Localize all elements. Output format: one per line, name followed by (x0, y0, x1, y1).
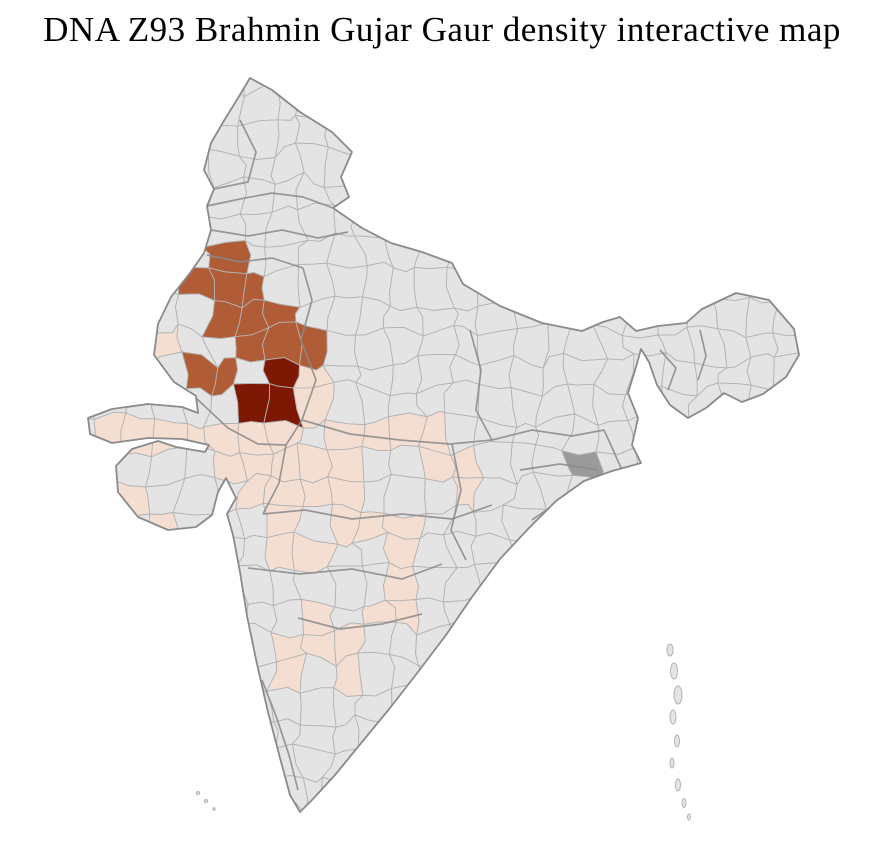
island[interactable] (669, 709, 677, 725)
state-border (262, 504, 493, 520)
district-cell[interactable] (299, 476, 333, 508)
island[interactable] (670, 662, 678, 680)
district-cell[interactable] (267, 775, 309, 815)
island[interactable] (204, 799, 208, 803)
district-cell[interactable] (322, 330, 359, 367)
island[interactable] (666, 643, 674, 657)
island[interactable] (681, 798, 687, 808)
district-cell[interactable] (119, 412, 156, 458)
island[interactable] (196, 791, 200, 795)
state-border (206, 254, 304, 269)
island[interactable] (675, 778, 681, 792)
district-cell[interactable] (326, 445, 365, 483)
state-border (491, 429, 605, 441)
district-cell[interactable] (205, 531, 246, 579)
state-border (210, 229, 349, 239)
district-cell[interactable] (745, 332, 779, 358)
district-cell[interactable] (233, 383, 270, 424)
india-outline (87, 77, 800, 813)
district-cell[interactable] (749, 271, 787, 304)
district-cell[interactable] (474, 562, 518, 600)
district-cell[interactable] (686, 296, 719, 330)
district-cell[interactable] (237, 119, 280, 160)
state-border (301, 419, 493, 445)
district-cell[interactable] (418, 664, 454, 697)
state-border (519, 463, 599, 471)
state-border (206, 192, 334, 209)
district-cell[interactable] (145, 262, 180, 295)
state-border (261, 679, 299, 791)
district-cell[interactable] (264, 531, 296, 572)
state-border (469, 329, 493, 441)
state-border (297, 613, 423, 630)
district-cell[interactable] (115, 452, 152, 488)
state-border (247, 563, 443, 580)
state-border (659, 349, 677, 391)
district-cell[interactable] (57, 384, 99, 421)
state-border (603, 429, 623, 471)
district-cell[interactable] (772, 332, 811, 358)
district-cell[interactable] (509, 539, 540, 578)
district-cell[interactable] (151, 291, 180, 334)
district-cell[interactable] (476, 264, 517, 307)
state-border (195, 397, 287, 446)
district-cell[interactable] (772, 298, 810, 337)
district-cell[interactable] (717, 382, 752, 422)
district-cell[interactable] (114, 509, 151, 540)
map-title: DNA Z93 Brahmin Gujar Gaur density inter… (43, 10, 841, 49)
state-border (285, 267, 317, 446)
district-cell[interactable] (145, 351, 189, 390)
state-border (697, 329, 707, 381)
district-cell[interactable] (205, 603, 249, 636)
island[interactable] (669, 757, 675, 769)
district-cell[interactable] (627, 414, 664, 451)
island[interactable] (212, 807, 216, 811)
district-cell[interactable] (449, 621, 487, 666)
district-cell[interactable] (114, 480, 151, 518)
district-cell[interactable] (383, 473, 427, 519)
district-cell[interactable] (172, 242, 211, 269)
district-cell[interactable] (389, 266, 418, 311)
district-cell[interactable] (772, 353, 815, 397)
district-cell[interactable] (621, 297, 664, 339)
district-cell[interactable] (146, 512, 179, 540)
island[interactable] (674, 734, 680, 748)
district-cell[interactable] (299, 687, 337, 728)
state-border (450, 443, 467, 561)
island[interactable] (673, 685, 683, 705)
state-border (262, 444, 287, 515)
island[interactable] (687, 813, 691, 821)
state-border (213, 119, 257, 190)
